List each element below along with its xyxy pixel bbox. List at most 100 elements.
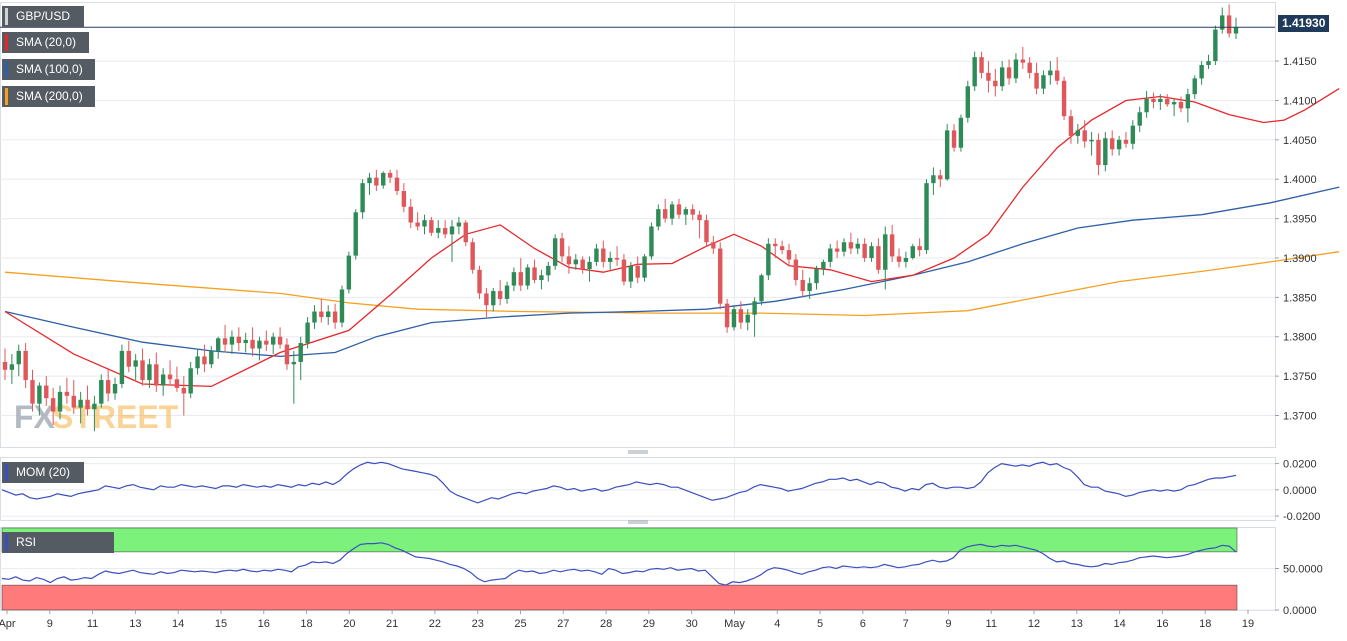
candle-body: [965, 86, 970, 118]
candle-body: [1151, 98, 1156, 103]
candle-body: [649, 226, 654, 257]
x-tick-label: 25: [514, 618, 526, 630]
candle-body: [979, 57, 984, 73]
candle-body: [504, 285, 510, 299]
sma20-line: [4, 88, 1340, 388]
candle-body: [449, 226, 455, 235]
y-tick-label: 1.4100: [1283, 95, 1317, 107]
candle-body: [972, 57, 977, 87]
legend-mom[interactable]: MOM (20): [2, 462, 84, 483]
candle-body: [202, 356, 207, 365]
watermark: FX STREET: [14, 399, 179, 435]
legend-sma20[interactable]: SMA (20,0): [2, 32, 89, 53]
candle-body: [387, 172, 393, 178]
sma200-line: [4, 251, 1340, 317]
candle-body: [1075, 130, 1081, 136]
candle-body: [64, 391, 70, 396]
candle-body: [635, 265, 640, 278]
panel-frame: [0, 457, 1276, 521]
candle-body: [1233, 27, 1239, 34]
candle-body: [1171, 102, 1177, 105]
x-tick-label: 11: [986, 618, 997, 630]
mom-tick-label: 0.0000: [1283, 485, 1317, 497]
candle-body: [752, 301, 757, 315]
candle-body: [30, 380, 35, 404]
x-tick-label: 12: [1028, 618, 1040, 630]
candle-body: [573, 259, 578, 265]
sma20-swatch: [5, 34, 8, 51]
candle-body: [147, 364, 152, 381]
candle-body: [642, 256, 647, 278]
x-tick-label: 30: [686, 618, 698, 630]
candle-body: [821, 261, 826, 269]
candle-body: [422, 220, 427, 227]
candle-body: [786, 250, 792, 260]
x-tick-label: 16: [258, 618, 270, 630]
y-tick-label: 1.3800: [1283, 332, 1317, 344]
candle-body: [92, 403, 97, 410]
candle-body: [718, 248, 723, 304]
rsi-line: [1, 542, 1237, 586]
x-tick-label: 19: [1242, 618, 1254, 630]
candle-body: [456, 222, 462, 227]
candle-body: [1103, 138, 1108, 166]
x-tick-label: 5: [817, 618, 823, 630]
candle-body: [470, 242, 475, 270]
candle-body: [1185, 94, 1191, 109]
candle-body: [222, 338, 228, 345]
candle-body: [580, 259, 585, 269]
candle-body: [78, 399, 83, 408]
indicator-layer: [1, 461, 1237, 586]
x-tick-label: 27: [557, 618, 569, 630]
candle-body: [958, 117, 964, 148]
x-tick-label: 13: [129, 618, 141, 630]
candle-body: [738, 309, 744, 323]
candle-body: [800, 280, 805, 292]
candle-body: [1178, 102, 1184, 109]
candle-body: [133, 360, 138, 367]
candle-body: [119, 350, 125, 384]
candle-body: [497, 291, 503, 299]
candle-body: [594, 248, 599, 262]
x-tick-label: 28: [600, 618, 612, 630]
axes-layer: 1.3700 1.3750 1.3800 1.3850 1.3900 1.3950 1.40…: [0, 26, 1323, 630]
legend-sma100[interactable]: SMA (100,0): [2, 59, 95, 80]
candle-body: [401, 191, 407, 207]
candle-body: [271, 336, 276, 345]
candle-body: [353, 212, 358, 256]
candle-body: [429, 220, 434, 233]
candle-body: [394, 177, 400, 192]
candle-body: [319, 311, 324, 318]
x-tick-label: 23: [472, 618, 484, 630]
candle-body: [346, 255, 352, 290]
candle-body: [828, 248, 833, 262]
candle-body: [951, 130, 957, 148]
rsi-zones-layer: [1, 527, 1238, 611]
candle-body: [1130, 125, 1136, 144]
candle-body: [607, 257, 613, 262]
x-tick-label: 15: [215, 618, 227, 630]
legend-rsi[interactable]: RSI (14,70,30,1): [2, 532, 114, 570]
candle-body: [1110, 138, 1115, 150]
candle-body: [312, 311, 317, 323]
candle-body: [229, 336, 235, 345]
legend-sma200[interactable]: SMA (200,0): [2, 86, 95, 107]
candle-body: [669, 204, 675, 219]
y-tick-label: 1.3950: [1283, 214, 1317, 226]
candle-body: [704, 220, 709, 243]
candle-body: [773, 243, 778, 247]
legend-rsi-label: RSI (14,70,30,1): [16, 535, 81, 570]
candle-body: [1137, 112, 1142, 126]
candle-body: [683, 209, 689, 215]
candle-body: [711, 242, 716, 249]
legend-mom-label: MOM (20): [16, 465, 70, 479]
legend-sma20-label: SMA (20,0): [16, 35, 77, 49]
candle-body: [491, 291, 496, 306]
candle-body: [160, 374, 166, 386]
watermark-fx: FX: [14, 399, 56, 435]
candle-body: [1082, 130, 1087, 142]
candle-body: [676, 204, 682, 215]
candle-body: [601, 248, 606, 262]
legend-symbol[interactable]: GBP/USD: [2, 6, 84, 27]
